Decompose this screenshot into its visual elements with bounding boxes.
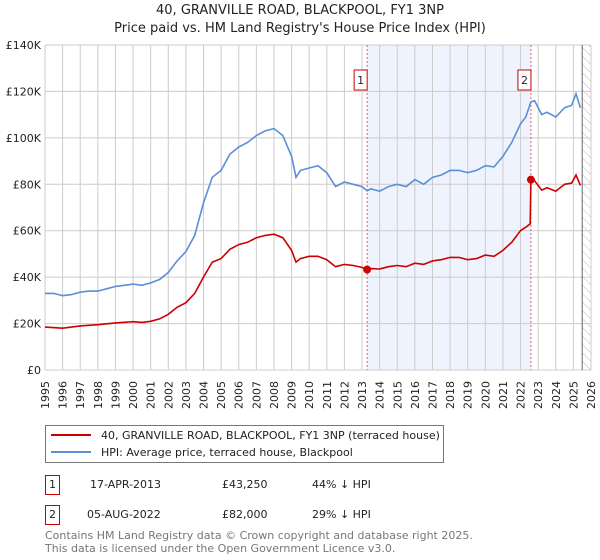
transaction-price: £43,250	[222, 478, 268, 491]
x-tick-label: 2011	[321, 381, 334, 409]
transaction-number: 2	[45, 505, 60, 525]
property-price-line	[44, 173, 582, 330]
x-tick-label: 2001	[145, 381, 158, 409]
x-tick-label: 2018	[444, 381, 457, 409]
hpi-line	[45, 91, 582, 297]
y-tick-label: £140K	[6, 39, 42, 52]
x-tick-label: 1998	[92, 381, 105, 409]
x-tick-label: 2009	[286, 381, 299, 409]
transaction-price: £82,000	[222, 508, 268, 521]
y-tick-label: £100K	[6, 132, 42, 145]
x-tick-label: 2015	[391, 381, 404, 409]
x-tick-label: 2014	[374, 381, 387, 409]
sale-point	[526, 175, 535, 184]
legend-item-hpi: HPI: Average price, terraced house, Blac…	[51, 444, 440, 460]
x-tick-label: 2008	[268, 381, 281, 409]
shaded-period	[367, 45, 531, 370]
x-tick-label: 2022	[515, 381, 528, 409]
forecast-hatch	[582, 45, 591, 370]
x-tick-label: 2024	[550, 381, 563, 409]
x-tick-label: 2005	[215, 381, 228, 409]
x-tick-label: 2004	[198, 381, 211, 409]
x-tick-label: 2010	[303, 381, 316, 409]
legend-swatch-red	[51, 434, 91, 436]
y-tick-label: £0	[27, 364, 41, 377]
transaction-number: 1	[45, 475, 60, 495]
x-tick-label: 2025	[567, 381, 580, 409]
x-tick-label: 2016	[409, 381, 422, 409]
y-tick-label: £80K	[13, 178, 42, 191]
y-tick-label: £120K	[6, 85, 42, 98]
x-tick-label: 1999	[109, 381, 122, 409]
transaction-date: 17-APR-2013	[90, 478, 162, 491]
transaction-hpi-diff: 44% ↓ HPI	[312, 478, 371, 491]
legend-label: 40, GRANVILLE ROAD, BLACKPOOL, FY1 3NP (…	[101, 428, 440, 442]
footer-copyright: Contains HM Land Registry data © Crown c…	[45, 529, 473, 542]
legend-item-property: 40, GRANVILLE ROAD, BLACKPOOL, FY1 3NP (…	[51, 427, 440, 443]
sale-label: 2	[521, 74, 528, 87]
footer: Contains HM Land Registry data © Crown c…	[45, 529, 473, 555]
x-tick-label: 2007	[250, 381, 263, 409]
footer-licence: This data is licensed under the Open Gov…	[45, 542, 396, 555]
x-tick-label: 2012	[338, 381, 351, 409]
legend-swatch-blue	[51, 451, 91, 453]
chart-title: 40, GRANVILLE ROAD, BLACKPOOL, FY1 3NP	[156, 3, 444, 18]
x-tick-label: 2017	[426, 381, 439, 409]
x-tick-label: 2003	[180, 381, 193, 409]
y-tick-label: £60K	[13, 225, 42, 238]
x-tick-label: 1996	[57, 381, 70, 409]
x-tick-label: 2026	[585, 381, 598, 409]
y-tick-label: £20K	[13, 318, 42, 331]
price-chart: 1995 1996 1997 1998 1999 2000 2001 2002 2003 2004…	[6, 39, 598, 409]
legend-label: HPI: Average price, terraced house, Blac…	[101, 445, 353, 459]
x-tick-label: 1995	[39, 381, 52, 409]
chart-subtitle: Price paid vs. HM Land Registry's House …	[114, 21, 486, 36]
sale-point	[363, 265, 372, 274]
transaction-date: 05-AUG-2022	[87, 508, 161, 521]
x-tick-label: 2021	[497, 381, 510, 409]
sale-label-box	[517, 69, 532, 91]
x-tick-label: 2023	[532, 381, 545, 409]
x-tick-label: 2000	[127, 381, 140, 409]
sale-label: 1	[357, 74, 364, 87]
x-tick-label: 1997	[74, 381, 87, 409]
legend: 40, GRANVILLE ROAD, BLACKPOOL, FY1 3NP (…	[45, 425, 444, 463]
y-tick-label: £40K	[13, 271, 42, 284]
sale-label-box	[353, 69, 368, 91]
x-tick-label: 2006	[233, 381, 246, 409]
x-tick-label: 2013	[356, 381, 369, 409]
x-tick-label: 2019	[462, 381, 475, 409]
x-tick-label: 2002	[162, 381, 175, 409]
x-tick-label: 2020	[479, 381, 492, 409]
transaction-hpi-diff: 29% ↓ HPI	[312, 508, 371, 521]
